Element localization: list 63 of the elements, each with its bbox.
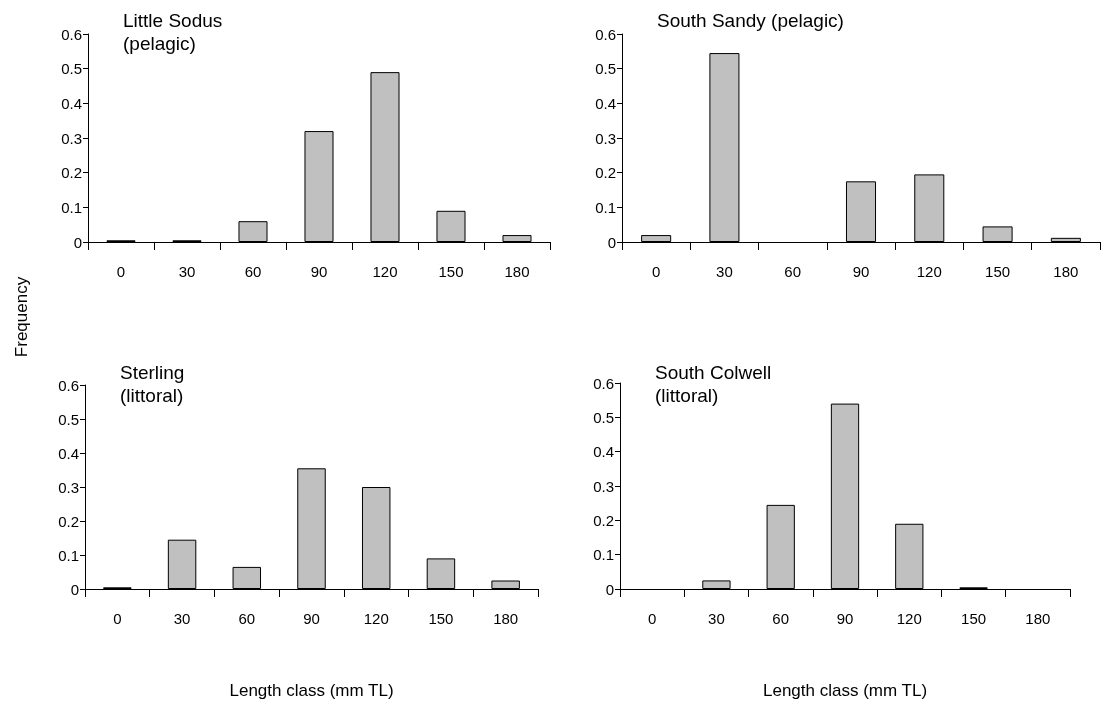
x-tick-label: 0	[113, 610, 122, 627]
x-tick-label: 90	[303, 610, 320, 627]
y-tick-label: 0.4	[595, 94, 616, 112]
x-tick-label: 60	[784, 263, 802, 280]
x-tick-label: 150	[438, 263, 464, 280]
y-tick-label: 0.3	[593, 477, 614, 495]
x-tick-label: 120	[916, 263, 942, 280]
x-tick-label: 0	[116, 263, 126, 280]
x-tick-label: 180	[1053, 263, 1079, 280]
x-tick-label: 150	[428, 610, 454, 627]
y-tick-label: 0.4	[58, 444, 79, 462]
y-tick-label: 0.3	[595, 129, 616, 147]
y-tick-label: 0.5	[61, 60, 82, 78]
y-tick-label: 0.6	[58, 376, 79, 394]
y-axis-title: Frequency	[12, 276, 32, 358]
y-tick-label: 0.3	[61, 129, 82, 147]
y-tick-label: 0.6	[61, 25, 82, 43]
x-tick-label: 60	[244, 263, 262, 280]
x-tick-label: 150	[961, 610, 987, 627]
chart-title: South Sandy (pelagic)	[657, 10, 844, 31]
x-tick-label: 180	[504, 263, 530, 280]
y-tick-label: 0.2	[58, 512, 79, 530]
y-tick-label: 0	[605, 580, 614, 598]
x-tick-label: 30	[173, 610, 191, 627]
x-tick-label: 0	[651, 263, 661, 280]
x-tick-label: 120	[896, 610, 922, 627]
y-tick-label: 0.2	[593, 511, 614, 529]
x-tick-label: 120	[372, 263, 398, 280]
y-tick-label: 0.1	[58, 546, 79, 564]
x-tick-label: 90	[836, 610, 854, 627]
y-tick-label: 0.6	[595, 25, 616, 43]
x-tick-label: 30	[708, 610, 725, 627]
y-tick-label: 0.5	[595, 60, 616, 78]
x-axis-title: Length class (mm TL)	[762, 681, 928, 700]
x-tick-label: 150	[985, 263, 1011, 280]
y-tick-label: 0	[607, 233, 616, 251]
x-tick-label: 0	[647, 610, 657, 627]
x-axis-title: Length class (mm TL)	[229, 681, 394, 700]
y-tick-label: 0.4	[593, 443, 614, 461]
x-tick-label: 180	[1025, 610, 1051, 627]
x-tick-label: 90	[852, 263, 870, 280]
chart-title: South Colwell (littoral)	[655, 362, 772, 406]
y-tick-label: 0.5	[593, 408, 614, 426]
y-tick-label: 0.4	[61, 94, 82, 112]
x-tick-label: 180	[493, 610, 519, 627]
y-tick-label: 0.5	[58, 410, 79, 428]
y-tick-label: 0.2	[595, 164, 616, 182]
x-tick-label: 30	[178, 263, 196, 280]
y-tick-label: 0.3	[58, 478, 79, 496]
y-tick-label: 0	[70, 580, 79, 598]
y-tick-label: 0.1	[593, 546, 614, 564]
x-tick-label: 60	[238, 610, 256, 627]
x-tick-label: 90	[310, 263, 328, 280]
chart-title: Sterling (littoral)	[120, 362, 185, 406]
y-tick-label: 0	[73, 233, 82, 251]
x-tick-label: 30	[716, 263, 733, 280]
y-tick-label: 0.2	[61, 164, 82, 182]
x-tick-label: 120	[363, 610, 389, 627]
chart-title: Little Sodus (pelagic)	[123, 10, 223, 54]
x-tick-label: 60	[772, 610, 790, 627]
y-tick-label: 0.1	[595, 198, 616, 216]
y-tick-label: 0.1	[61, 198, 82, 216]
y-tick-label: 0.6	[593, 374, 614, 392]
